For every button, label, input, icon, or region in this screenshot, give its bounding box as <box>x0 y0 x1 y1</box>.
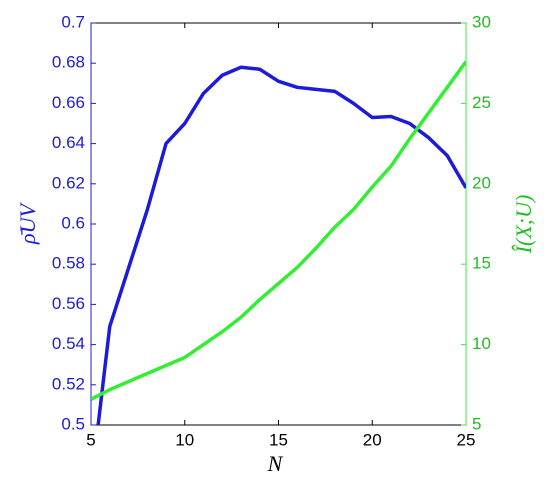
plot-frame <box>90 22 467 426</box>
y-tick-label: 0.62 <box>52 173 85 192</box>
y-tick-label: 0.6 <box>61 213 85 232</box>
y2-tick-label: 20 <box>472 173 491 192</box>
y-tick-label: 0.64 <box>52 133 85 152</box>
x-tick-label: 15 <box>269 430 288 449</box>
y-tick-label: 0.66 <box>52 93 85 112</box>
x-tick-label: 25 <box>457 430 476 449</box>
y2-axis-label: Î(X;U) <box>511 195 536 255</box>
y-tick-label: 0.56 <box>52 294 85 313</box>
x-tick-label: 10 <box>175 430 194 449</box>
line-series <box>91 60 466 401</box>
y-tick-label: 0.68 <box>52 53 85 72</box>
y2-tick-label: 15 <box>472 254 491 273</box>
y-axis-label: ρ̄UV <box>15 201 40 244</box>
x-axis-label: N <box>267 451 284 476</box>
y2-tick-label: 5 <box>472 414 481 433</box>
y2-tick-label: 25 <box>472 93 491 112</box>
x-tick-label: 5 <box>86 430 95 449</box>
y-tick-label: 0.58 <box>52 254 85 273</box>
y-tick-label: 0.54 <box>52 334 85 353</box>
x-tick-label: 20 <box>363 430 382 449</box>
y2-tick-label: 10 <box>472 334 491 353</box>
line-series <box>96 65 466 425</box>
y-tick-label: 0.52 <box>52 374 85 393</box>
y-tick-label: 0.5 <box>61 414 85 433</box>
y-tick-label: 0.7 <box>61 12 85 31</box>
y2-tick-label: 30 <box>472 12 491 31</box>
